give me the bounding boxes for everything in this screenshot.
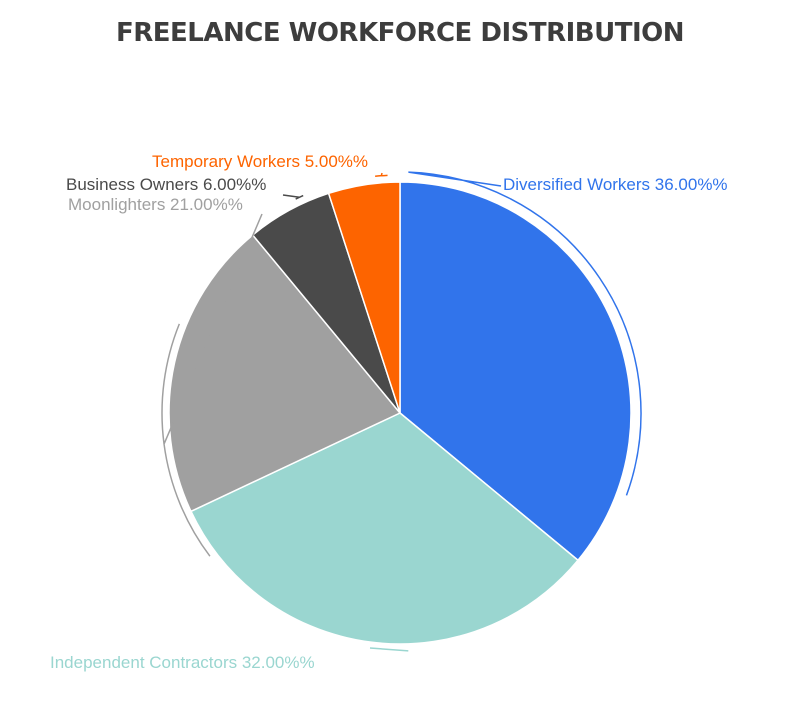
slice-label-business-owners: Business Owners 6.00%%: [66, 175, 266, 194]
pie-slices: [168, 181, 632, 645]
leader-line-temporary-workers: [375, 172, 388, 178]
pie-slice-independent-contractors: [189, 412, 580, 645]
pie-labels: Diversified Workers 36.00%% Independent C…: [50, 152, 728, 672]
chart-title: FREELANCE WORKFORCE DISTRIBUTION: [116, 18, 684, 48]
slice-label-moonlighters: Moonlighters 21.00%%: [68, 195, 243, 214]
pie-slice-moonlighters: [168, 233, 402, 513]
leader-line-independent-contractors: [369, 647, 409, 652]
pie-slice-temporary-workers: [327, 181, 401, 414]
leader-line-moonlighters: [161, 213, 263, 557]
pie-slice-diversified-workers: [399, 181, 632, 562]
slice-label-temporary-workers: Temporary Workers 5.00%%: [152, 152, 368, 171]
slice-label-independent-contractors: Independent Contractors 32.00%%: [50, 653, 315, 672]
leader-line-diversified-workers: [408, 171, 642, 496]
leader-line-business-owners: [282, 194, 304, 200]
slice-label-diversified-workers: Diversified Workers 36.00%%: [503, 175, 728, 194]
label-leaders: [161, 171, 642, 652]
